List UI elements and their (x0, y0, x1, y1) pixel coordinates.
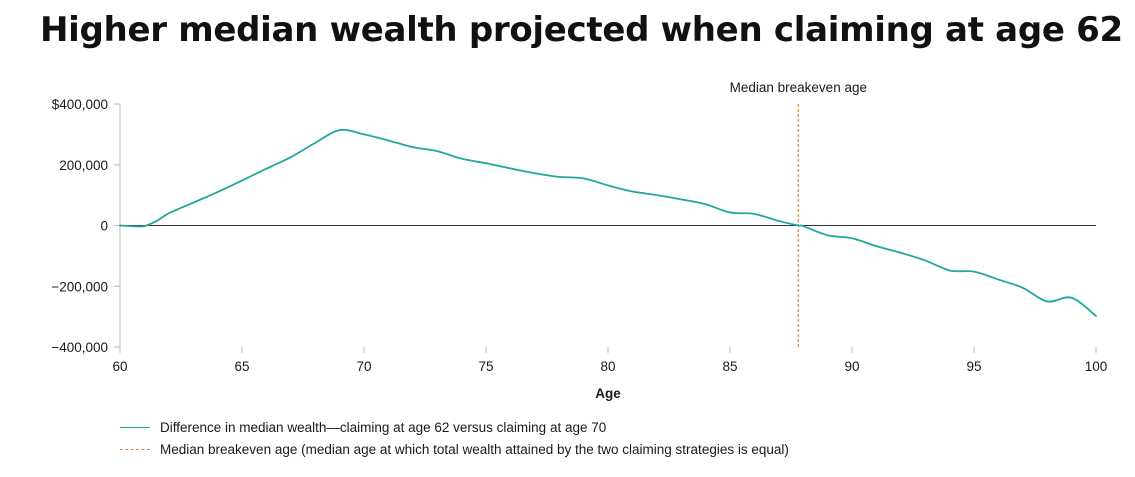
x-tick-label: 80 (600, 359, 615, 374)
y-tick-label: −400,000 (51, 340, 108, 355)
legend: Difference in median wealth—claiming at … (120, 416, 789, 460)
x-tick-label: 60 (112, 359, 127, 374)
x-tick-label: 75 (478, 359, 493, 374)
x-tick-label: 85 (722, 359, 737, 374)
y-tick-label: −200,000 (51, 279, 108, 294)
series-line-median-wealth (119, 128, 1097, 317)
x-tick-label: 65 (234, 359, 249, 374)
x-tick-label: 90 (844, 359, 859, 374)
y-tick-label: 200,000 (59, 158, 108, 173)
legend-item-median-wealth: Difference in median wealth—claiming at … (120, 416, 789, 438)
legend-label-median-wealth: Difference in median wealth—claiming at … (160, 419, 607, 435)
y-tick-label: $400,000 (52, 97, 108, 112)
x-axis: 60 65 70 75 80 85 90 95 100 (112, 347, 1107, 374)
legend-label-breakeven: Median breakeven age (median age at whic… (160, 441, 789, 457)
legend-swatch-solid (120, 426, 150, 428)
x-tick-label: 100 (1085, 359, 1108, 374)
y-axis: $400,000 200,000 0 −200,000 −400,000 (51, 97, 121, 355)
x-axis-title: Age (595, 386, 621, 401)
x-tick-label: 95 (966, 359, 981, 374)
series-lines (119, 128, 1097, 317)
line-chart: $400,000 200,000 0 −200,000 −400,000 60 65 70 7… (51, 80, 1107, 401)
breakeven-label: Median breakeven age (730, 80, 867, 95)
legend-swatch-dashed (120, 448, 150, 450)
y-tick-label: 0 (100, 219, 108, 234)
legend-item-breakeven: Median breakeven age (median age at whic… (120, 438, 789, 460)
x-tick-label: 70 (356, 359, 371, 374)
chart-title: Higher median wealth projected when clai… (40, 10, 1123, 50)
